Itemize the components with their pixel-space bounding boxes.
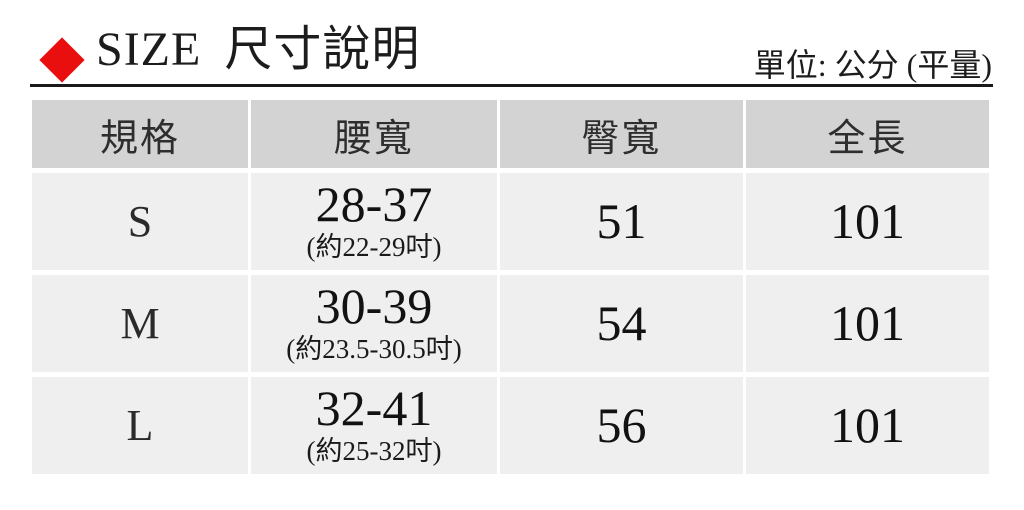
header-cell-waist: 腰寬	[251, 100, 497, 168]
row-s-waist-value: 28-37	[315, 176, 433, 233]
row-l-hip: 56	[500, 377, 743, 474]
header-cell-length: 全長	[746, 100, 989, 168]
header-cell-hip: 臀寬	[500, 100, 743, 168]
row-l-waist-note: (約25-32吋)	[306, 436, 442, 467]
row-m-waist-value: 30-39	[315, 278, 433, 335]
diamond-icon	[39, 37, 85, 83]
unit-label: 單位: 公分 (平量)	[753, 47, 992, 83]
row-s-hip: 51	[500, 173, 743, 270]
row-m-length: 101	[746, 275, 989, 372]
row-m-waist-note: (約23.5-30.5吋)	[286, 334, 462, 365]
size-table: 規格 腰寬 臀寬 全長 S 28-37 (約22-29吋) 51 101 M 3…	[32, 100, 989, 474]
row-m-hip: 54	[500, 275, 743, 372]
page-title: SIZE 尺寸說明	[96, 23, 421, 76]
row-l-waist: 32-41 (約25-32吋)	[251, 377, 497, 474]
title-bar: SIZE 尺寸說明 單位: 公分 (平量)	[0, 0, 1024, 88]
row-s-waist-note: (約22-29吋)	[306, 232, 442, 263]
row-s-waist: 28-37 (約22-29吋)	[251, 173, 497, 270]
row-s-length: 101	[746, 173, 989, 270]
header-cell-spec: 規格	[32, 100, 248, 168]
title-underline	[30, 84, 993, 87]
row-l-waist-value: 32-41	[315, 380, 433, 437]
row-m-size: M	[32, 275, 248, 372]
row-m-waist: 30-39 (約23.5-30.5吋)	[251, 275, 497, 372]
row-l-length: 101	[746, 377, 989, 474]
row-s-size: S	[32, 173, 248, 270]
row-l-size: L	[32, 377, 248, 474]
